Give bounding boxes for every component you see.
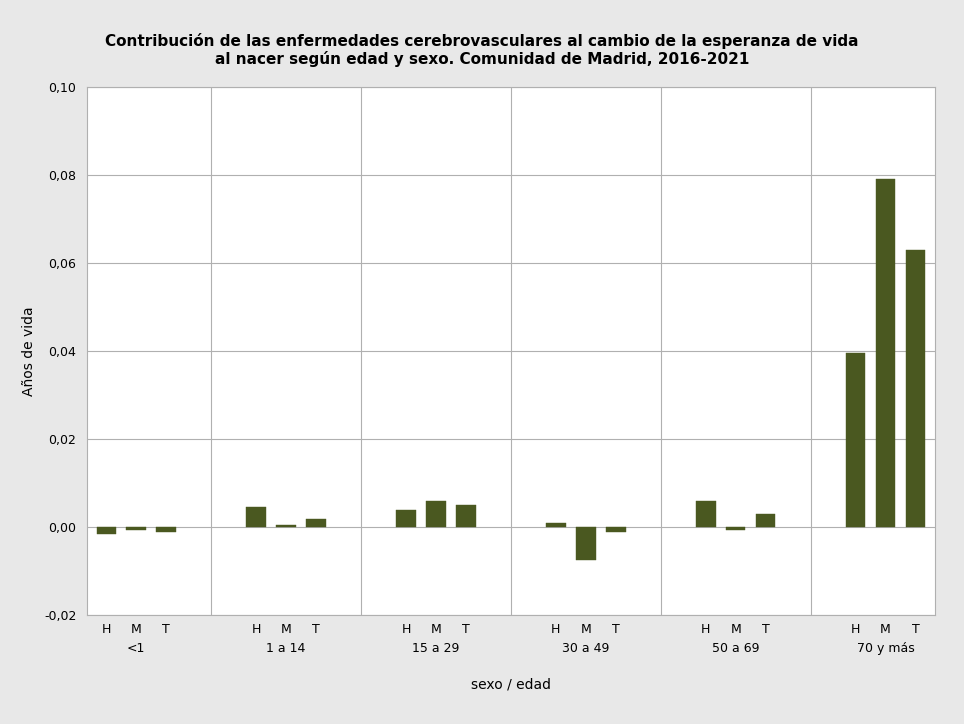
Text: 70 y más: 70 y más (857, 641, 915, 654)
Text: 30 a 49: 30 a 49 (562, 641, 609, 654)
Bar (756, 514, 775, 527)
Bar (606, 527, 626, 531)
Bar (906, 250, 925, 527)
Text: 15 a 29: 15 a 29 (413, 641, 460, 654)
Bar (96, 527, 116, 534)
Bar (277, 525, 296, 527)
Text: Contribución de las enfermedades cerebrovasculares al cambio de la esperanza de : Contribución de las enfermedades cerebro… (105, 33, 859, 67)
X-axis label: sexo / edad: sexo / edad (471, 678, 550, 691)
Bar (845, 353, 866, 527)
Bar (456, 505, 475, 527)
Bar (247, 508, 266, 527)
Bar (876, 180, 896, 527)
Text: 1 a 14: 1 a 14 (266, 641, 306, 654)
Bar (726, 527, 745, 529)
Bar (156, 527, 176, 531)
Bar (426, 501, 445, 527)
Bar (576, 527, 596, 560)
Text: <1: <1 (127, 641, 146, 654)
Bar (547, 523, 566, 527)
Bar (126, 527, 146, 529)
Bar (307, 518, 326, 527)
Text: 50 a 69: 50 a 69 (712, 641, 760, 654)
Y-axis label: Años de vida: Años de vida (21, 306, 36, 396)
Bar (396, 510, 415, 527)
Bar (696, 501, 715, 527)
